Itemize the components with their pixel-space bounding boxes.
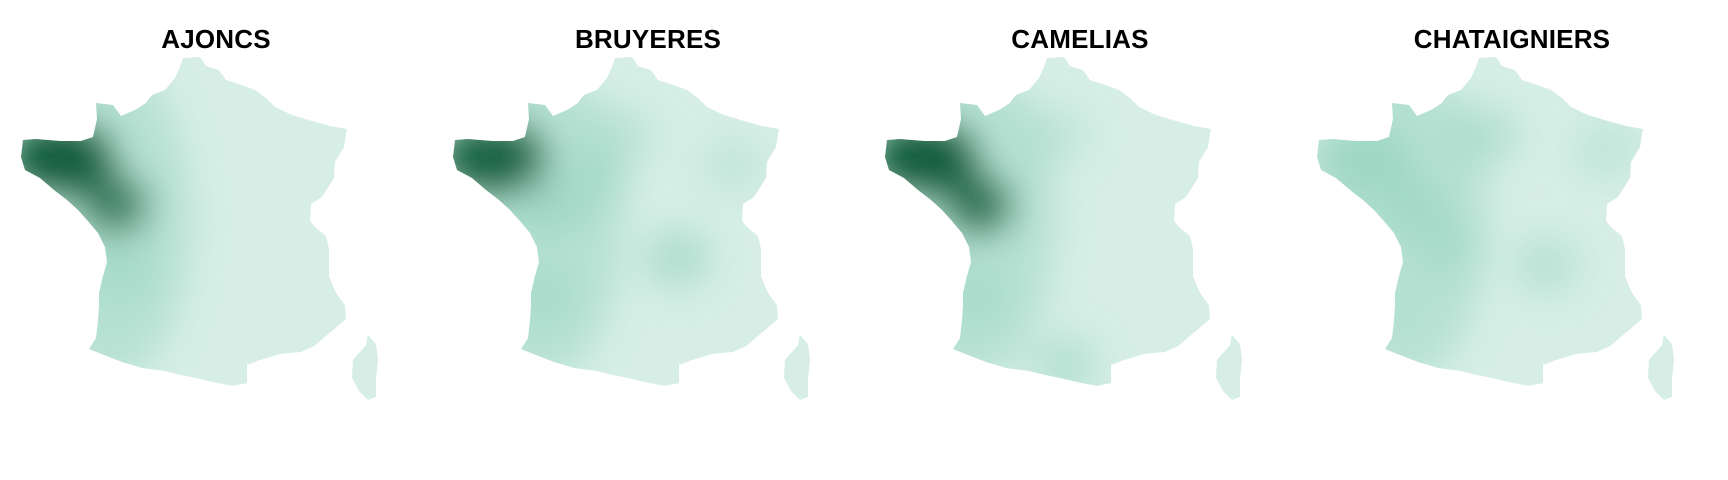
density-hotspot (588, 105, 656, 165)
map-title: CHATAIGNIERS (1413, 24, 1611, 54)
density-hotspot (1020, 105, 1088, 165)
map-panel-bruyeres: BRUYERES (432, 0, 864, 480)
map-title: BRUYERES (574, 24, 722, 54)
map-title: AJONCS (161, 24, 271, 54)
map-title: CAMELIAS (1011, 24, 1149, 54)
density-hotspot (513, 175, 581, 235)
france-density-map (1317, 57, 1674, 400)
density-hotspot (643, 228, 711, 288)
density-hotspot (1412, 215, 1480, 275)
density-hotspot (1572, 120, 1640, 180)
france-density-map (21, 57, 378, 400)
density-hotspot (698, 135, 766, 195)
france-density-map (885, 57, 1242, 400)
density-hotspot (86, 240, 154, 300)
corsica-shape (1216, 335, 1242, 400)
density-hotspot (508, 265, 576, 325)
density-hotspot (1452, 105, 1520, 165)
density-hotspot (945, 175, 1013, 235)
corsica-shape (784, 335, 810, 400)
density-hotspot (563, 150, 631, 210)
density-hotspot (1512, 235, 1580, 295)
map-panel-camelias: CAMELIAS (864, 0, 1296, 480)
corsica-shape (1648, 335, 1674, 400)
density-hotspot (940, 265, 1008, 325)
density-hotspot (81, 175, 149, 235)
map-panel-ajoncs: AJONCS (0, 0, 432, 480)
map-panel-chataigniers: CHATAIGNIERS (1296, 0, 1728, 480)
france-density-map (453, 57, 810, 400)
density-hotspot (1030, 335, 1098, 395)
corsica-shape (352, 335, 378, 400)
